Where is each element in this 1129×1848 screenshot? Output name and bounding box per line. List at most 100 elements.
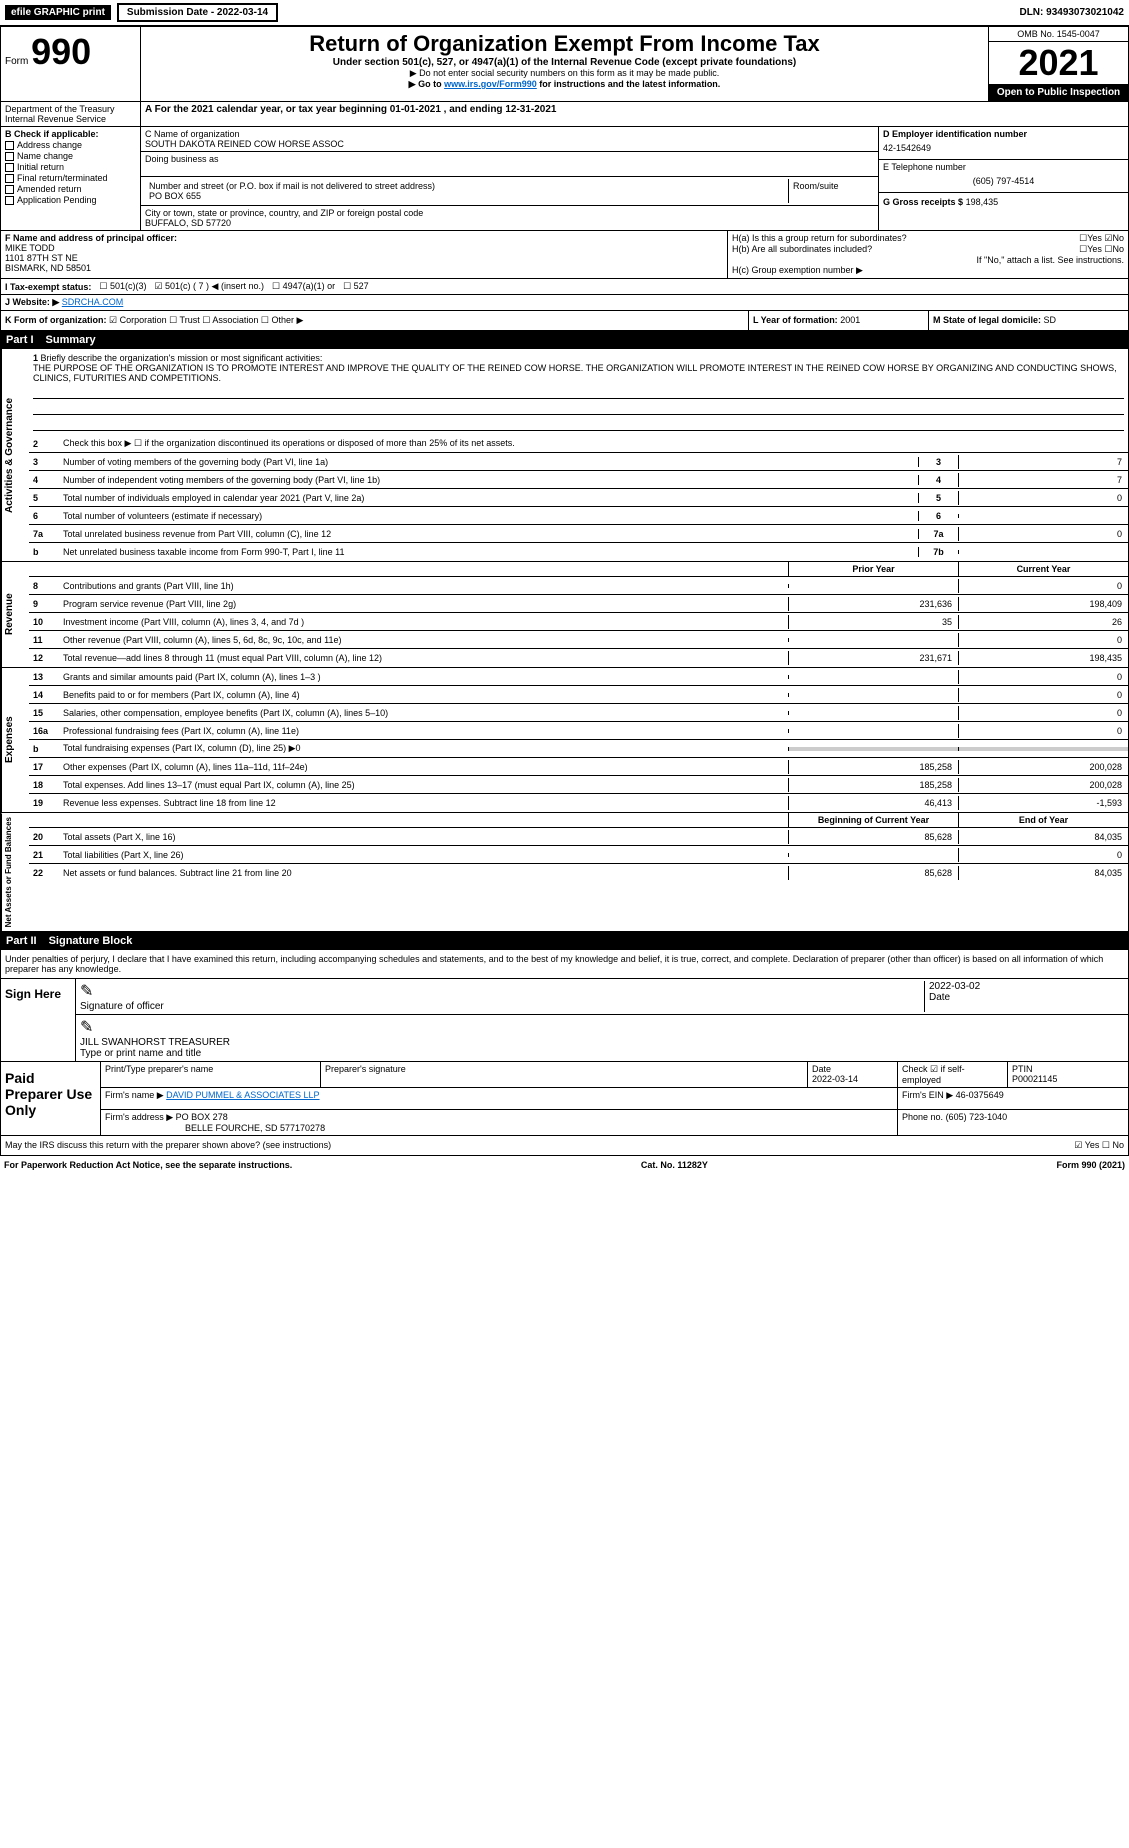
line3-val: 7: [958, 455, 1128, 469]
line2-text: Check this box ▶ ☐ if the organization d…: [59, 436, 1128, 451]
room-label: Room/suite: [789, 179, 874, 203]
irs-link[interactable]: www.irs.gov/Form990: [444, 79, 537, 89]
org-name-row: C Name of organization SOUTH DAKOTA REIN…: [141, 127, 878, 152]
state-domicile: M State of legal domicile: SD: [928, 311, 1128, 330]
ein-box: D Employer identification number 42-1542…: [879, 127, 1128, 160]
begin-year-header: Beginning of Current Year: [788, 813, 958, 827]
omb-number: OMB No. 1545-0047: [989, 27, 1128, 42]
line7b-val: [958, 550, 1128, 554]
phone-value: (605) 797-4514: [883, 172, 1124, 190]
line6-val: [958, 514, 1128, 518]
governance-side-label: Activities & Governance: [1, 349, 29, 561]
corp-check[interactable]: ☑ Corporation: [109, 315, 167, 325]
form-header: Form 990 Return of Organization Exempt F…: [0, 26, 1129, 102]
other-check[interactable]: ☐ Other ▶: [261, 315, 304, 325]
end-year-header: End of Year: [958, 813, 1128, 827]
group-return-section: H(a) Is this a group return for subordin…: [728, 231, 1128, 278]
name-change-check[interactable]: Name change: [5, 151, 136, 161]
dba-row: Doing business as: [141, 152, 878, 177]
org-form-k: K Form of organization: ☑ Corporation ☐ …: [1, 311, 748, 330]
org-form-row: K Form of organization: ☑ Corporation ☐ …: [0, 311, 1129, 331]
org-city: BUFFALO, SD 57720: [145, 218, 874, 228]
org-name: SOUTH DAKOTA REINED COW HORSE ASSOC: [145, 139, 874, 149]
address-section: B Check if applicable: Address change Na…: [0, 127, 1129, 231]
4947-check[interactable]: ☐ 4947(a)(1) or: [272, 281, 335, 292]
amended-return-check[interactable]: Amended return: [5, 184, 136, 194]
return-title: Return of Organization Exempt From Incom…: [145, 31, 984, 57]
discuss-row: May the IRS discuss this return with the…: [0, 1136, 1129, 1156]
527-check[interactable]: ☐ 527: [343, 281, 369, 292]
assoc-check[interactable]: ☐ Association: [202, 315, 258, 325]
ein-column: D Employer identification number 42-1542…: [878, 127, 1128, 230]
ha-yesno: ☐Yes ☑No: [1079, 233, 1124, 244]
sig-officer-label: Signature of officer: [80, 1001, 924, 1012]
expenses-side-label: Expenses: [1, 668, 29, 812]
return-subtitle: Under section 501(c), 527, or 4947(a)(1)…: [145, 57, 984, 68]
line4-val: 7: [958, 473, 1128, 487]
501c3-check[interactable]: ☐ 501(c)(3): [99, 281, 146, 292]
officer-addr2: BISMARK, ND 58501: [5, 263, 723, 273]
efile-label: efile GRAPHIC print: [5, 5, 111, 20]
title-box: Return of Organization Exempt From Incom…: [141, 27, 988, 101]
open-inspection-badge: Open to Public Inspection: [989, 84, 1128, 101]
part1-label: Part I: [6, 334, 34, 346]
prep-sig-label: Preparer's signature: [321, 1062, 808, 1087]
top-bar: efile GRAPHIC print Submission Date - 20…: [0, 0, 1129, 26]
name-label: Type or print name and title: [80, 1048, 1124, 1059]
netassets-section: Net Assets or Fund Balances Beginning of…: [0, 813, 1129, 932]
revenue-side-label: Revenue: [1, 562, 29, 667]
address-change-check[interactable]: Address change: [5, 140, 136, 150]
final-return-check[interactable]: Final return/terminated: [5, 173, 136, 183]
street-row: Number and street (or P.O. box if mail i…: [141, 177, 878, 206]
check-header: B Check if applicable:: [5, 129, 136, 139]
city-label: City or town, state or province, country…: [145, 208, 874, 218]
mission-text: THE PURPOSE OF THE ORGANIZATION IS TO PR…: [33, 363, 1124, 383]
e-label: E Telephone number: [883, 162, 1124, 172]
form-label: Form: [5, 56, 28, 67]
revenue-section: Revenue Prior YearCurrent Year 8Contribu…: [0, 562, 1129, 668]
mission-box: 1 Briefly describe the organization's mi…: [29, 349, 1128, 435]
part1-title: Summary: [46, 334, 96, 346]
app-pending-check[interactable]: Application Pending: [5, 195, 136, 205]
f-label: F Name and address of principal officer:: [5, 233, 723, 243]
firm-name[interactable]: DAVID PUMMEL & ASSOCIATES LLP: [166, 1090, 319, 1100]
paperwork-notice: For Paperwork Reduction Act Notice, see …: [4, 1160, 292, 1170]
sign-here-block: Sign Here ✎ Signature of officer 2022-03…: [0, 979, 1129, 1062]
org-address: PO BOX 655: [149, 191, 784, 201]
ha-label: H(a) Is this a group return for subordin…: [732, 233, 907, 244]
netassets-side-label: Net Assets or Fund Balances: [1, 813, 29, 931]
line5-val: 0: [958, 491, 1128, 505]
sign-here-label: Sign Here: [1, 979, 76, 1061]
initial-return-check[interactable]: Initial return: [5, 162, 136, 172]
self-employed-check[interactable]: Check ☑ if self-employed: [898, 1062, 1008, 1087]
form-ref: Form 990 (2021): [1056, 1160, 1125, 1170]
name-address-column: C Name of organization SOUTH DAKOTA REIN…: [141, 127, 878, 230]
line7b-text: Net unrelated business taxable income fr…: [59, 545, 918, 559]
discuss-yesno: ☑ Yes ☐ No: [1074, 1140, 1124, 1151]
discuss-text: May the IRS discuss this return with the…: [5, 1140, 331, 1151]
line6-text: Total number of volunteers (estimate if …: [59, 509, 918, 523]
submission-date-button[interactable]: Submission Date - 2022-03-14: [117, 3, 278, 22]
website-row: J Website: ▶ SDRCHA.COM: [0, 295, 1129, 311]
website-url[interactable]: SDRCHA.COM: [62, 297, 124, 307]
current-year-header: Current Year: [958, 562, 1128, 576]
officer-info: F Name and address of principal officer:…: [1, 231, 728, 278]
gross-value: 198,435: [966, 197, 999, 207]
officer-row: F Name and address of principal officer:…: [0, 231, 1129, 279]
part2-label: Part II: [6, 935, 37, 947]
501c-other-check[interactable]: ☑ 501(c) ( 7 ) ◀ (insert no.): [154, 281, 264, 292]
dept-treasury: Department of the Treasury Internal Reve…: [1, 102, 141, 126]
part2-header: Part II Signature Block: [0, 932, 1129, 950]
g-label: G Gross receipts $: [883, 197, 963, 207]
mission-label: Briefly describe the organization's miss…: [41, 353, 323, 363]
line7a-val: 0: [958, 527, 1128, 541]
prior-year-header: Prior Year: [788, 562, 958, 576]
part1-header: Part I Summary: [0, 331, 1129, 349]
trust-check[interactable]: ☐ Trust: [169, 315, 200, 325]
tax-year: 2021: [989, 42, 1128, 84]
year-formation: L Year of formation: 2001: [748, 311, 928, 330]
k-label: K Form of organization:: [5, 315, 107, 325]
sig-date-label: Date: [929, 992, 1124, 1003]
officer-addr1: 1101 87TH ST NE: [5, 253, 723, 263]
footer-final: For Paperwork Reduction Act Notice, see …: [0, 1156, 1129, 1174]
